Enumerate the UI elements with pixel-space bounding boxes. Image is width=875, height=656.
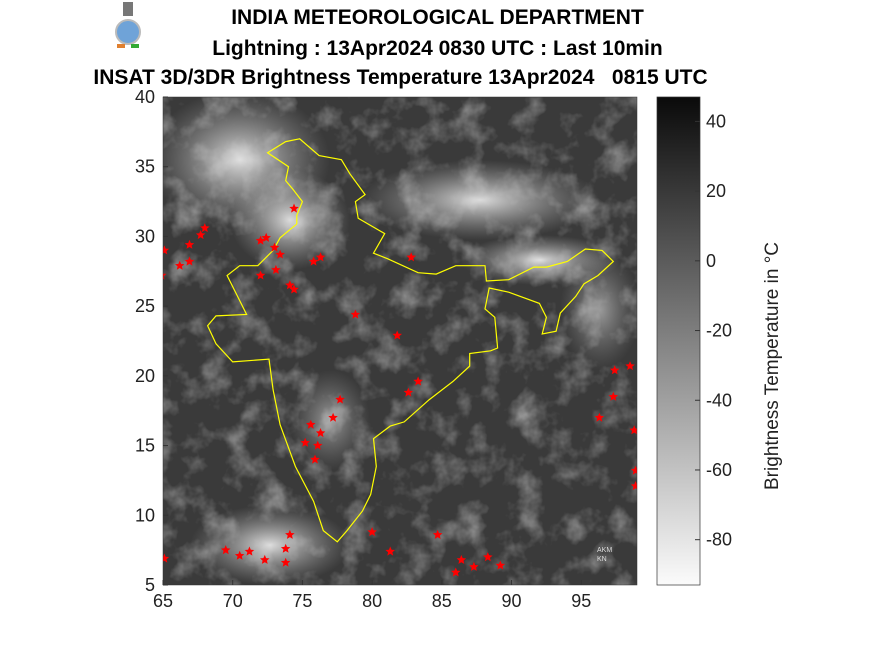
lightning-marker — [285, 280, 295, 290]
lightning-marker — [289, 203, 299, 213]
lightning-marker — [413, 376, 423, 386]
lightning-marker — [335, 394, 345, 404]
lightning-marker — [594, 412, 605, 422]
lightning-marker — [313, 440, 323, 450]
colorbar — [656, 96, 701, 586]
lightning-marker — [271, 264, 281, 274]
colorbar-label: Brightness Temperature in °C — [762, 242, 783, 490]
lightning-marker — [306, 419, 316, 429]
y-tick-label: 30 — [135, 226, 155, 246]
lightning-marker — [315, 252, 326, 262]
lightning-marker — [234, 550, 245, 560]
lightning-marker — [285, 529, 295, 539]
lightning-marker — [255, 270, 266, 280]
lightning-marker — [385, 546, 395, 556]
lightning-marker — [280, 557, 291, 567]
lightning-marker — [184, 239, 195, 249]
lightning-marker — [392, 330, 402, 340]
lightning-marker — [350, 309, 361, 319]
lightning-marker — [469, 561, 479, 571]
lightning-marker — [244, 546, 255, 556]
colorbar-tick-label: -60 — [706, 460, 732, 480]
y-tick-label: 35 — [135, 157, 155, 177]
lightning-marker — [261, 232, 271, 242]
x-tick-label: 95 — [571, 591, 591, 611]
title: INDIA METEOROLOGICAL DEPARTMENT — [231, 6, 644, 29]
colorbar-tick-label: 20 — [706, 181, 726, 201]
lightning-marker — [184, 256, 195, 266]
y-tick-label: 10 — [135, 505, 155, 525]
lightning-marker — [630, 481, 637, 491]
lightning-marker — [432, 529, 443, 539]
imd-logo — [115, 2, 141, 48]
lightning-marker — [310, 454, 320, 464]
x-tick-label: 90 — [502, 591, 522, 611]
colorbar-tick-label: -80 — [706, 530, 732, 550]
lightning-marker — [451, 567, 461, 577]
lightning-marker — [260, 554, 270, 564]
lightning-marker — [629, 425, 637, 435]
lightning-marker — [495, 560, 506, 570]
y-tick-label: 15 — [135, 436, 155, 456]
lightning-marker — [163, 245, 170, 255]
lightning-marker — [300, 437, 310, 447]
lightning-marker — [328, 412, 338, 422]
x-tick-label: 80 — [362, 591, 382, 611]
colorbar-tick-label: -20 — [706, 321, 732, 341]
x-tick-label: 70 — [223, 591, 243, 611]
colorbar-tick-label: -40 — [706, 390, 732, 410]
map-frame — [162, 96, 638, 586]
y-tick-label: 20 — [135, 366, 155, 386]
lightning-marker — [289, 284, 299, 294]
lightning-marker — [269, 242, 280, 252]
product-title: INSAT 3D/3DR Brightness Temperature 13Ap… — [93, 66, 708, 89]
lightning-marker — [406, 252, 416, 262]
lightning-marker — [315, 428, 326, 438]
lightning-marker — [163, 273, 167, 280]
satellite-image: AKM KN — [163, 97, 637, 585]
lightning-marker — [221, 545, 231, 555]
lightning-marker — [630, 465, 637, 475]
x-tick-label: 85 — [432, 591, 452, 611]
y-tick-label: 25 — [135, 296, 155, 316]
india-boundary — [206, 138, 615, 543]
lightning-marker — [163, 553, 170, 563]
lightning-marker — [308, 256, 319, 266]
lightning-marker — [483, 552, 493, 562]
lightning-marker — [609, 365, 620, 375]
x-tick-label: 65 — [153, 591, 173, 611]
lightning-marker — [625, 361, 635, 371]
label-kn: KN — [597, 556, 607, 563]
colorbar-tick-label: 40 — [706, 111, 726, 131]
lightning-marker — [175, 260, 185, 270]
x-tick-label: 75 — [292, 591, 312, 611]
lightning-marker — [195, 230, 206, 240]
y-tick-label: 40 — [135, 87, 155, 107]
lightning-marker — [275, 249, 285, 259]
lightning-marker — [255, 235, 266, 245]
lightning-marker — [200, 223, 210, 233]
y-tick-label: 5 — [145, 575, 155, 595]
lightning-marker — [367, 527, 377, 537]
lightning-marker — [403, 387, 414, 397]
colorbar-tick-label: 0 — [706, 251, 716, 271]
lightning-marker — [456, 554, 467, 564]
lightning-marker — [280, 543, 291, 553]
lightning-marker — [608, 391, 619, 401]
label-akm: AKM — [597, 547, 612, 554]
subtitle: Lightning : 13Apr2024 0830 UTC : Last 10… — [212, 37, 663, 60]
